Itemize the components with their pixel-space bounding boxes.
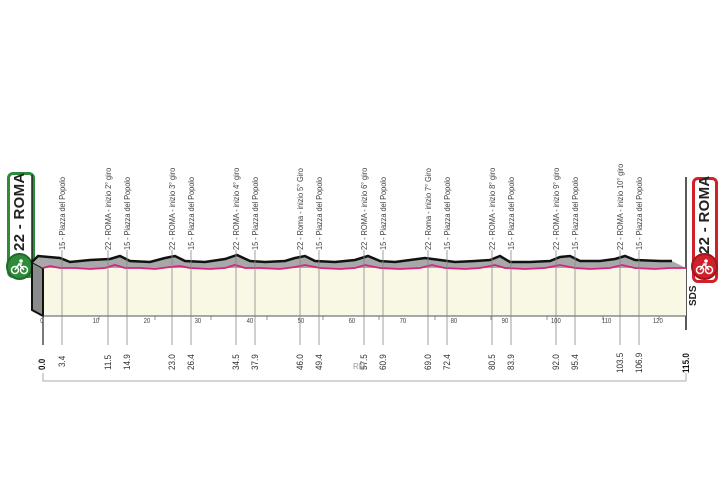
waypoint-label: 22 - ROMA - inizio 9° giro	[551, 167, 561, 250]
waypoint-label: 22 - ROMA - inizio 6° giro	[359, 167, 369, 250]
km-tick: 10	[92, 318, 100, 325]
km-tick: 20	[143, 318, 151, 325]
distance-label: 69.0	[423, 354, 433, 370]
waypoint-label: 22 - ROMA - inizio 4° giro	[231, 167, 241, 250]
bracket-label: RM	[353, 362, 366, 371]
sds-logo: SDS	[688, 285, 699, 306]
distance-label: 26.4	[186, 354, 196, 370]
distance-label: 49.4	[314, 354, 324, 370]
distance-label: 80.5	[487, 354, 497, 370]
waypoint-label: 22 - ROMA - inizio 10° giro	[615, 163, 625, 250]
distance-label: 23.0	[167, 354, 177, 370]
waypoint-label: 15 - Piazza del Popolo	[186, 177, 196, 250]
km-tick: 90	[501, 318, 509, 325]
waypoint-label: 15 - Piazza del Popolo	[506, 177, 516, 250]
km-tick: 40	[246, 318, 254, 325]
distance-label: 60.9	[378, 354, 388, 370]
distance-label: 0.0	[37, 358, 47, 370]
distance-label: 83.9	[506, 354, 516, 370]
km-tick: 0	[40, 318, 44, 325]
km-tick: 110	[601, 318, 612, 325]
distance-label: 34.5	[231, 354, 241, 370]
waypoint-label: 22 - ROMA - inizio 8° giro	[487, 167, 497, 250]
distance-label: 11.5	[103, 354, 113, 370]
km-tick: 100	[550, 318, 561, 325]
distance-label: 14.9	[122, 354, 132, 370]
waypoint-label: 15 - Piazza del Popolo	[570, 177, 580, 250]
waypoint-label: 15 - Piazza del Popolo	[250, 177, 260, 250]
distance-label: 72.4	[442, 354, 452, 370]
km-tick: 60	[348, 318, 356, 325]
distance-label: 115.0	[681, 353, 691, 373]
waypoint-label: 15 - Piazza del Popolo	[122, 177, 132, 250]
cyclist-finish-icon	[691, 253, 718, 280]
distance-label: 103.5	[615, 352, 625, 373]
km-tick: 50	[297, 318, 305, 325]
km-tick: 30	[194, 318, 202, 325]
waypoint-label: 22 - Roma - inizio 7° Giro	[423, 168, 433, 250]
waypoint-label: 15 - Piazza del Popolo	[314, 177, 324, 250]
waypoint-label: 15 - Piazza del Popolo	[634, 177, 644, 250]
km-tick: 120	[652, 318, 663, 325]
waypoint-label: 15 - Piazza del Popolo	[57, 177, 67, 250]
distance-label: 46.0	[295, 354, 305, 370]
waypoint-label: 22 - Roma - inizio 5° Giro	[295, 168, 305, 250]
waypoint-label: 15 - Piazza del Popolo	[378, 177, 388, 250]
distance-label: 95.4	[570, 354, 580, 370]
distance-label: 106.9	[634, 352, 644, 373]
waypoint-label: 15 - Piazza del Popolo	[442, 177, 452, 250]
distance-label: 37.9	[250, 354, 260, 370]
km-tick: 70	[399, 318, 407, 325]
cyclist-start-icon	[6, 253, 33, 280]
distance-label: 3.4	[57, 355, 67, 367]
distance-label: 92.0	[551, 354, 561, 370]
km-tick: 80	[450, 318, 458, 325]
waypoint-label: 22 - ROMA - inizio 3° giro	[167, 167, 177, 250]
waypoint-label: 22 - ROMA - inizio 2° giro	[103, 167, 113, 250]
